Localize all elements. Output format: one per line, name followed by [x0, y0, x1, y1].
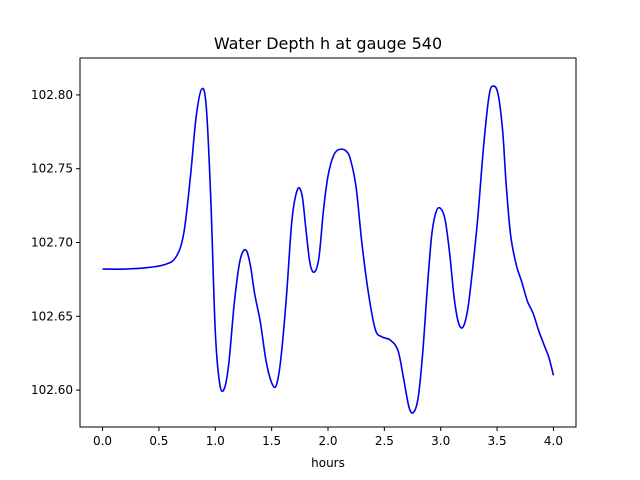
x-tick-label: 2.0 — [318, 434, 337, 448]
x-tick-label: 0.5 — [149, 434, 168, 448]
plot-area — [102, 85, 555, 414]
chart-title: Water Depth h at gauge 540 — [214, 34, 442, 53]
plot-frame — [79, 57, 577, 428]
x-tick-label: 3.5 — [488, 434, 507, 448]
x-tick-label: 4.0 — [544, 434, 563, 448]
x-axis: 0.0 0.5 1.0 1.5 2.0 2.5 3.0 3.5 4.0 — [93, 427, 563, 448]
y-axis: 102.60 102.65 102.70 102.75 102.80 — [31, 88, 80, 397]
series-line-0 — [102, 85, 555, 414]
y-tick-label: 102.75 — [31, 162, 73, 176]
x-tick-label: 0.0 — [93, 434, 112, 448]
x-tick-label: 3.0 — [431, 434, 450, 448]
y-tick-label: 102.70 — [31, 236, 73, 250]
y-tick-label: 102.65 — [31, 309, 73, 323]
x-tick-label: 1.0 — [206, 434, 225, 448]
y-tick-label: 102.80 — [31, 88, 73, 102]
x-tick-label: 2.5 — [375, 434, 394, 448]
x-axis-label: hours — [311, 456, 345, 470]
y-tick-label: 102.60 — [31, 383, 73, 397]
x-tick-label: 1.5 — [262, 434, 281, 448]
